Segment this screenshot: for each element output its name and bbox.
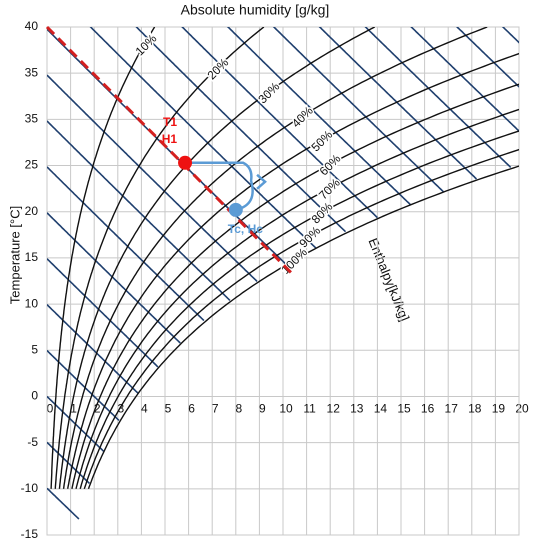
rh-curve [67,52,519,489]
rh-curve [75,108,519,489]
y-axis-label: Temperature [°C] [7,206,22,304]
x-tick-label: 20 [515,402,529,416]
enthalpy-line [47,487,80,520]
rh-label: 80% [309,199,336,226]
rh-curve [87,165,519,490]
plot-area [47,27,519,520]
x-tick-label: 0 [47,402,54,416]
x-tick-label: 17 [445,402,459,416]
y-tick-label: -10 [21,481,39,495]
enthalpy-line [272,27,445,193]
enthalpy-line [47,349,120,421]
rh-curve [71,83,519,489]
enthalpy-line [47,120,231,301]
enthalpy-line [226,27,411,206]
x-tick-label: 7 [212,402,219,416]
rh-label: 60% [317,151,344,178]
x-tick-label: 11 [303,402,316,416]
enthalpy-line [410,27,519,133]
x-tick-label: 19 [492,402,506,416]
y-tick-label: 15 [25,250,39,264]
chart-title: Absolute humidity [g/kg] [181,2,330,18]
rh-curve [62,27,488,489]
rh-label: 10% [133,31,160,58]
enthalpy-line [47,258,159,368]
point-label: Tc, Hc [228,222,263,236]
y-tick-label: 35 [25,112,39,126]
x-tick-label: 10 [279,402,293,416]
rh-curve [79,130,519,490]
x-tick-label: 3 [117,402,124,416]
point-label: T1 [163,115,177,129]
x-tick-label: 16 [421,402,435,416]
rh-curve [58,27,376,489]
x-tick-label: 9 [259,402,266,416]
enthalpy-line [47,166,205,322]
process-line [45,25,296,278]
x-tick-label: 14 [374,402,388,416]
x-tick-label: 1 [70,402,77,416]
enthalpy-line [47,304,139,394]
rh-curve [50,27,156,489]
enthalpy-line [456,27,519,88]
x-tick-label: 12 [327,402,341,416]
enthalpy-line [181,27,378,219]
y-tick-label: 40 [25,19,39,33]
plot-border [46,26,520,536]
enthalpy-label: Enthalpy[kJ/kg] [366,236,413,323]
x-tick-label: 6 [188,402,195,416]
point-label: H1 [162,132,178,146]
x-tick-label: 4 [141,402,148,416]
y-tick-label: -5 [27,435,38,449]
x-tick-label: 8 [235,402,242,416]
y-tick-label: 35 [25,65,39,79]
state-point [178,155,193,170]
y-tick-label: 20 [25,204,39,218]
y-tick-label: -15 [21,527,39,541]
x-tick-label: 18 [468,402,482,416]
x-tick-label: 2 [94,402,101,416]
x-tick-label: 15 [397,402,411,416]
enthalpy-line [47,74,258,282]
y-tick-label: 10 [25,296,39,310]
arrow-head [256,173,267,190]
enthalpy-line [135,27,347,233]
rh-curve [83,148,519,490]
x-tick-label: 13 [350,402,364,416]
rh-label: 50% [308,127,335,154]
y-tick-label: 0 [31,389,38,403]
rh-label: 20% [204,55,231,82]
rh-label: 40% [289,103,316,130]
enthalpy-line [89,27,317,249]
y-tick-label: 25 [25,158,39,172]
x-tick-label: 5 [165,402,172,416]
y-tick-label: 5 [31,342,38,356]
enthalpy-line [364,27,512,168]
enthalpy-line [501,27,519,44]
rh-curve [54,27,265,489]
transition-arrow [185,161,254,212]
state-point [228,202,243,217]
